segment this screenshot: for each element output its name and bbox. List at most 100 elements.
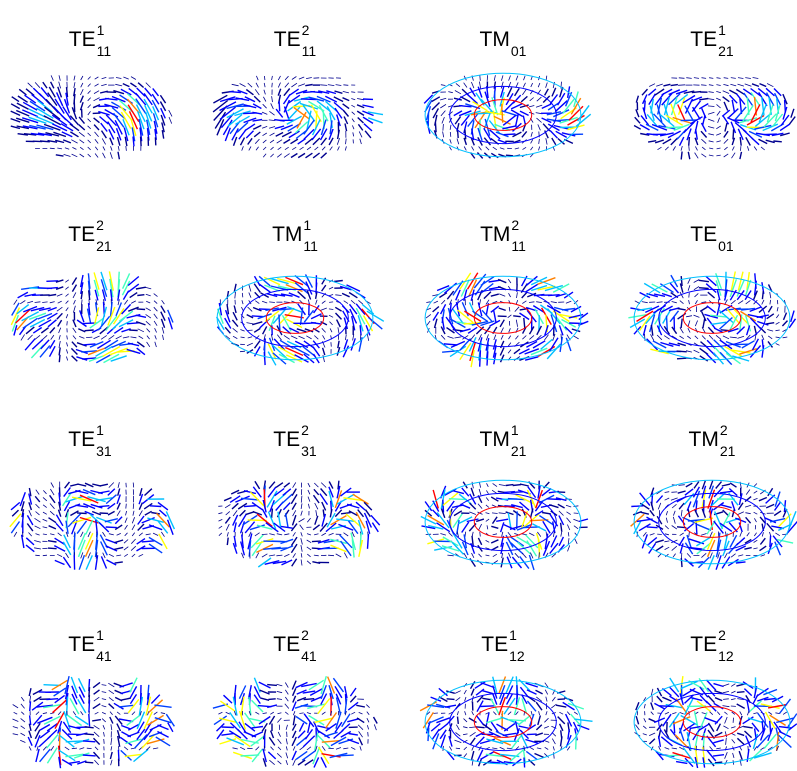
field-vector	[356, 502, 365, 510]
field-vector	[336, 85, 342, 86]
field-vector	[88, 532, 90, 537]
field-vector	[98, 491, 109, 493]
field-vector	[468, 327, 477, 333]
field-vector	[350, 696, 356, 702]
field-vector	[500, 747, 505, 749]
field-vector	[329, 302, 333, 303]
field-vector	[323, 510, 324, 517]
field-vector	[717, 148, 721, 149]
field-vector	[28, 335, 33, 340]
mode-title: TE231	[215, 427, 375, 453]
field-vector	[35, 518, 41, 522]
field-vector	[642, 89, 648, 95]
field-vector	[536, 702, 542, 710]
field-vector	[89, 714, 90, 727]
field-vector	[713, 740, 723, 743]
mode-title: TE221	[10, 222, 170, 248]
field-vector	[155, 342, 157, 347]
field-vector	[349, 293, 357, 298]
field-vector	[349, 734, 358, 736]
field-vector	[450, 139, 452, 143]
field-vector	[504, 134, 516, 135]
field-vector	[115, 517, 122, 524]
field-vector	[151, 513, 160, 514]
field-vector	[77, 484, 86, 486]
field-vector	[672, 302, 677, 303]
field-vector	[681, 558, 682, 567]
field-vector	[313, 138, 320, 145]
field-vector	[272, 83, 273, 88]
field-vector	[465, 711, 466, 715]
field-vector	[739, 751, 742, 760]
field-vector	[286, 725, 287, 730]
field-vector	[359, 731, 363, 737]
field-vector	[539, 711, 540, 715]
field-vector	[508, 513, 511, 528]
field-vector	[110, 138, 113, 145]
field-vector	[708, 99, 714, 100]
field-vector	[486, 519, 489, 521]
mode-superscript: 2	[301, 424, 317, 437]
field-vector	[277, 154, 282, 158]
field-vector	[470, 558, 476, 566]
field-vector	[776, 322, 780, 324]
field-vector	[233, 328, 238, 332]
field-vector	[81, 76, 83, 80]
field-vector	[744, 689, 751, 696]
field-vector	[717, 712, 720, 715]
field-vector	[291, 83, 297, 87]
field-vector	[679, 78, 685, 79]
field-vector	[725, 731, 727, 737]
field-vector	[673, 146, 676, 150]
field-vector	[271, 147, 274, 150]
field-vector	[51, 75, 53, 80]
field-vector	[542, 104, 551, 108]
field-vector	[524, 76, 526, 80]
field-vector	[529, 302, 534, 303]
field-vector	[72, 356, 78, 362]
field-vector	[43, 512, 47, 514]
field-vector	[81, 711, 84, 715]
field-vector	[701, 85, 706, 86]
field-vector	[768, 336, 772, 339]
field-vector	[737, 538, 745, 545]
field-vector	[329, 295, 333, 296]
field-vector	[93, 704, 101, 709]
field-vector	[543, 521, 550, 533]
field-vector	[723, 699, 729, 700]
field-vector	[229, 92, 241, 93]
field-vector	[74, 76, 75, 81]
field-vector	[322, 746, 325, 750]
field-vector	[699, 104, 708, 109]
field-vector	[314, 534, 318, 535]
field-vector	[508, 532, 511, 536]
field-vector	[109, 483, 114, 488]
field-vector	[161, 532, 164, 537]
field-vector	[568, 729, 569, 739]
field-vector	[658, 147, 662, 150]
field-vector	[701, 553, 706, 557]
field-vector	[163, 335, 164, 340]
field-vector	[322, 328, 326, 332]
field-vector	[147, 342, 150, 347]
field-vector	[560, 724, 563, 731]
field-vector	[523, 147, 527, 149]
field-vector	[277, 140, 282, 143]
field-vector	[527, 701, 536, 711]
field-vector	[336, 554, 342, 557]
field-vector	[314, 336, 318, 340]
field-vector	[103, 153, 106, 158]
field-vector	[301, 553, 302, 557]
field-vector	[665, 492, 670, 493]
field-vector	[708, 759, 714, 766]
field-vector	[308, 497, 310, 502]
field-vector	[715, 762, 722, 763]
field-vector	[686, 483, 693, 487]
field-vector	[117, 712, 120, 715]
field-vector	[708, 327, 714, 333]
field-vector	[699, 99, 708, 100]
field-vector	[472, 746, 474, 750]
mode-title: TM221	[632, 427, 792, 453]
field-vector	[271, 731, 274, 738]
field-vector	[746, 490, 750, 495]
